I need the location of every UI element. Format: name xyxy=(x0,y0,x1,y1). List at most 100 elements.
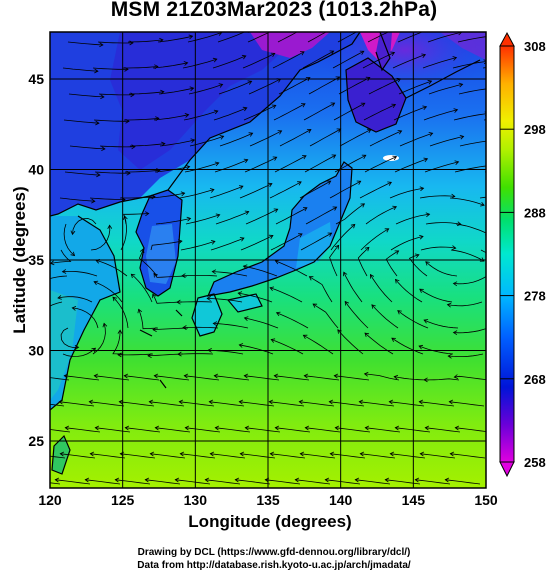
streamline-arrow-99 xyxy=(326,180,332,185)
streamline-arrow-192 xyxy=(364,332,370,338)
streamline-91 xyxy=(59,197,95,202)
streamline-9 xyxy=(307,32,327,43)
streamline-arrow-85 xyxy=(361,154,367,160)
streamline-206 xyxy=(334,375,370,381)
streamline-130 xyxy=(330,224,356,251)
credit-data-source: Data from http://database.rish.kyoto-u.a… xyxy=(137,560,411,571)
streamline-171 xyxy=(182,326,219,329)
streamline-arrow-111 xyxy=(244,210,250,216)
streamline-106 xyxy=(63,223,75,256)
streamline-140 xyxy=(153,273,188,278)
x-tick-125: 125 xyxy=(111,492,135,508)
streamline-228 xyxy=(95,427,131,433)
x-tick-labels: 120 125 130 135 140 145 150 xyxy=(38,492,498,508)
streamline-arrow-205 xyxy=(303,373,309,379)
streamline-58 xyxy=(423,109,458,121)
streamline-arrow-126 xyxy=(239,237,245,242)
streamline-165 xyxy=(447,301,483,307)
streamline-81 xyxy=(214,159,248,173)
streamline-111 xyxy=(215,211,249,225)
streamline-77 xyxy=(94,171,130,174)
streamline-arrow-173 xyxy=(243,316,249,321)
streamline-56 xyxy=(363,104,396,121)
streamline-arrow-49 xyxy=(184,113,190,118)
streamline-69 xyxy=(309,128,341,147)
streamline-arrow-201 xyxy=(183,373,189,379)
streamline-arrow-79 xyxy=(185,164,191,170)
streamline-259 xyxy=(115,479,151,485)
streamline-217 xyxy=(209,401,245,407)
streamline-96 xyxy=(209,185,244,199)
streamline-126 xyxy=(210,237,245,251)
streamline-33 xyxy=(128,91,164,95)
streamline-arrow-118 xyxy=(456,221,462,227)
streamline-arrow-46 xyxy=(95,120,100,126)
streamline-179 xyxy=(423,319,459,329)
streamline-arrow-194 xyxy=(418,344,424,350)
streamline-arrow-177 xyxy=(371,304,376,309)
streamline-44 xyxy=(458,88,486,95)
streamline-arrow-1 xyxy=(99,42,104,48)
streamline-arrow-269 xyxy=(414,477,420,483)
streamline-arrow-80 xyxy=(214,161,220,167)
streamline-arrow-183 xyxy=(117,329,123,334)
streamline-107 xyxy=(72,218,97,235)
streamline-arrow-228 xyxy=(94,425,100,431)
streamline-arrow-176 xyxy=(344,300,350,306)
streamline-arrow-206 xyxy=(333,373,339,379)
streamline-arrow-132 xyxy=(419,234,424,240)
streamline-163 xyxy=(395,279,423,303)
streamline-arrow-142 xyxy=(211,269,217,275)
streamline-4 xyxy=(157,35,193,43)
streamline-arrow-38 xyxy=(305,77,311,82)
streamline-arrow-100 xyxy=(356,180,362,185)
streamline-arrow-167 xyxy=(71,306,77,311)
streamline-40 xyxy=(338,77,370,95)
streamline-26 xyxy=(362,52,395,69)
streamline-265 xyxy=(295,479,331,485)
streamline-arrow-117 xyxy=(425,212,431,218)
streamline-arrow-237 xyxy=(364,425,370,431)
streamline-arrow-29 xyxy=(483,59,486,65)
streamline-arrow-245 xyxy=(149,451,155,457)
streamline-112 xyxy=(245,208,278,225)
streamline-arrow-43 xyxy=(458,82,464,88)
streamline-110 xyxy=(185,214,220,225)
streamline-arrow-186 xyxy=(177,351,182,357)
streamline-arrow-231 xyxy=(184,425,190,431)
streamline-arrow-195 xyxy=(447,353,452,359)
streamline-arrow-75 xyxy=(522,142,525,146)
streamline-arrow-185 xyxy=(147,353,152,359)
streamline-189 xyxy=(271,339,304,355)
streamline-arrow-179 xyxy=(423,319,429,324)
streamline-arrow-227 xyxy=(64,425,70,431)
streamline-arrow-253 xyxy=(389,451,395,457)
streamline-arrow-35 xyxy=(218,83,224,88)
streamline-arrow-114 xyxy=(332,206,338,211)
streamline-152 xyxy=(57,296,93,303)
streamline-arrow-256 xyxy=(25,478,29,482)
streamline-162 xyxy=(370,274,393,303)
streamline-arrow-50 xyxy=(213,109,219,115)
streamline-215 xyxy=(149,401,185,407)
streamline-arrow-42 xyxy=(427,79,433,85)
streamline-240 xyxy=(455,427,486,432)
streamline-arrow-257 xyxy=(54,477,60,483)
streamline-arrow-97 xyxy=(267,182,273,188)
streamline-210 xyxy=(454,375,486,381)
streamline-196 xyxy=(50,377,70,381)
streamline-256 xyxy=(50,482,61,485)
streamline-arrow-34 xyxy=(189,86,195,92)
streamline-244 xyxy=(120,453,156,459)
streamline-169 xyxy=(138,309,159,330)
streamline-116 xyxy=(365,206,397,225)
streamline-1 xyxy=(67,41,103,46)
streamline-arrow-31 xyxy=(100,94,105,100)
streamline-194 xyxy=(418,345,454,355)
colorbar-label-288: 288 xyxy=(524,205,546,220)
streamline-109 xyxy=(155,218,191,225)
streamline-arrow-103 xyxy=(451,193,456,199)
streamline-161 xyxy=(343,272,363,303)
streamline-arrow-170 xyxy=(152,327,157,332)
streamline-arrow-202 xyxy=(213,373,219,379)
